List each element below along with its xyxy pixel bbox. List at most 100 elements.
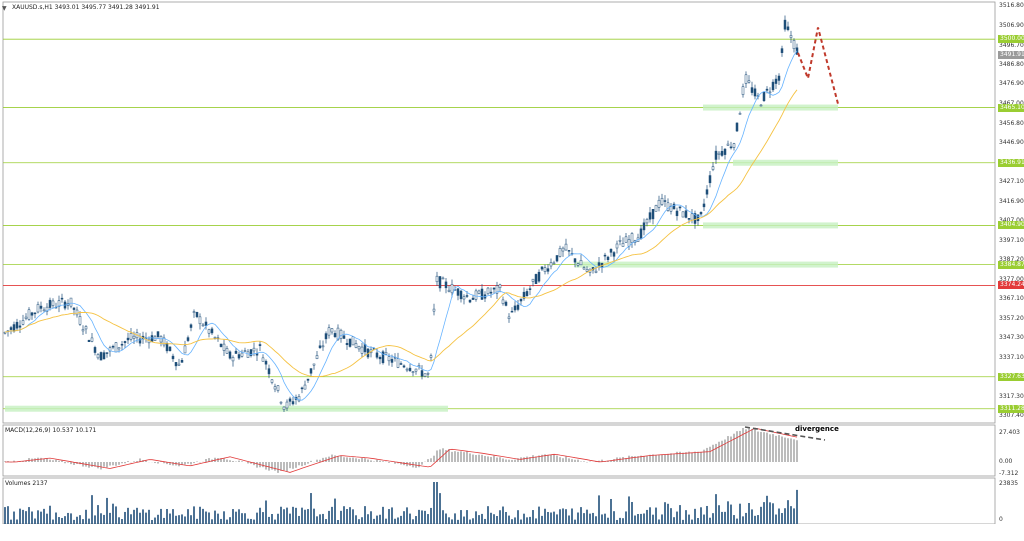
candle-body bbox=[729, 146, 733, 149]
candle-body bbox=[258, 344, 262, 346]
candle-body bbox=[228, 351, 232, 359]
candle-body bbox=[171, 355, 175, 360]
candle-body bbox=[507, 316, 511, 319]
candle-body bbox=[21, 320, 25, 325]
candle-body bbox=[630, 233, 634, 243]
candle-body bbox=[9, 327, 13, 330]
candle-body bbox=[57, 300, 61, 307]
candle-body bbox=[543, 267, 547, 272]
candle-body bbox=[378, 356, 382, 360]
candle-body bbox=[606, 256, 610, 260]
candle-body bbox=[459, 290, 463, 300]
candle-body bbox=[198, 316, 202, 325]
candle-body bbox=[324, 333, 328, 340]
candle-body bbox=[699, 211, 703, 215]
candle-body bbox=[168, 346, 172, 351]
price-axis-label: 3357.20 bbox=[999, 314, 1024, 322]
candle-body bbox=[399, 363, 403, 365]
candle-body bbox=[495, 285, 499, 294]
candle-body bbox=[78, 316, 82, 325]
candle-body bbox=[414, 368, 418, 372]
candle-body bbox=[618, 239, 622, 242]
candle-body bbox=[555, 255, 559, 262]
macd-axis-label: 27.403 bbox=[999, 429, 1020, 436]
candle-body bbox=[288, 398, 292, 402]
ma-fast-line bbox=[4, 50, 798, 401]
candle-body bbox=[639, 228, 643, 239]
candle-body bbox=[702, 203, 706, 208]
candle-body bbox=[297, 396, 301, 402]
candle-body bbox=[585, 269, 589, 272]
macd-header: MACD(12,26,9) 10.537 10.171 bbox=[5, 427, 97, 434]
candle-body bbox=[273, 386, 277, 390]
candle-body bbox=[195, 312, 199, 318]
candle-body bbox=[642, 222, 646, 231]
candle-body bbox=[744, 74, 748, 84]
price-zone bbox=[703, 222, 838, 229]
candle-body bbox=[129, 332, 133, 340]
price-axis-label: 3467.00 bbox=[999, 100, 1024, 107]
candle-body bbox=[48, 299, 52, 308]
volume-axis-label: 23835 bbox=[999, 480, 1019, 487]
price-axis-label: 3347.30 bbox=[999, 334, 1024, 342]
candle-body bbox=[735, 122, 739, 132]
candle-body bbox=[252, 347, 256, 352]
candle-body bbox=[609, 248, 613, 253]
candle-body bbox=[345, 343, 349, 345]
candle-body bbox=[531, 278, 535, 282]
candle-body bbox=[594, 270, 598, 273]
candle-body bbox=[711, 166, 715, 170]
candle-body bbox=[486, 287, 490, 295]
candle-body bbox=[546, 268, 550, 272]
candle-body bbox=[732, 143, 736, 148]
candle-body bbox=[750, 87, 754, 93]
candle-body bbox=[597, 262, 601, 266]
candle-body bbox=[210, 328, 214, 334]
candle-body bbox=[792, 40, 796, 50]
level-price-tag: 3436.91 bbox=[998, 158, 1024, 167]
price-axis-label: 3446.90 bbox=[999, 139, 1024, 147]
candle-body bbox=[579, 260, 583, 266]
candle-body bbox=[552, 262, 556, 265]
price-axis-label: 3317.30 bbox=[999, 392, 1024, 400]
candle-body bbox=[360, 346, 364, 354]
price-panel bbox=[2, 1, 996, 424]
candle-body bbox=[402, 365, 406, 368]
candle-body bbox=[375, 352, 379, 358]
candle-body bbox=[474, 290, 478, 300]
candle-body bbox=[30, 312, 34, 316]
symbol-header: XAUUSD.s,H1 3493.01 3495.77 3491.28 3491… bbox=[12, 4, 160, 11]
candle-body bbox=[411, 371, 415, 373]
candle-body bbox=[186, 337, 190, 341]
candle-body bbox=[87, 339, 91, 343]
candle-body bbox=[396, 358, 400, 368]
candle-body bbox=[549, 262, 553, 267]
candle-body bbox=[408, 367, 412, 372]
candle-body bbox=[318, 345, 322, 348]
price-axis-label: 3416.90 bbox=[999, 197, 1024, 205]
level-price-tag: 3465.10 bbox=[998, 103, 1024, 112]
level-price-tag: 3311.28 bbox=[998, 404, 1024, 413]
candle-body bbox=[114, 342, 118, 353]
candle-body bbox=[69, 297, 73, 307]
candle-body bbox=[435, 275, 439, 283]
price-axis-label: 3486.80 bbox=[999, 61, 1024, 69]
candle-body bbox=[663, 200, 667, 202]
candle-body bbox=[516, 304, 520, 310]
price-axis-label: 3367.10 bbox=[999, 295, 1024, 303]
candle-body bbox=[612, 252, 616, 257]
collapse-icon[interactable]: ▼ bbox=[2, 5, 7, 12]
candle-body bbox=[156, 331, 160, 338]
candle-body bbox=[426, 372, 430, 375]
candle-body bbox=[660, 197, 664, 205]
candle-body bbox=[192, 311, 196, 313]
candle-body bbox=[306, 378, 310, 381]
candle-body bbox=[648, 212, 652, 220]
candle-body bbox=[99, 352, 103, 361]
macd-axis-label: -7.312 bbox=[999, 470, 1019, 477]
candle-body bbox=[51, 300, 55, 306]
candle-body bbox=[96, 354, 100, 359]
candle-body bbox=[684, 210, 688, 218]
